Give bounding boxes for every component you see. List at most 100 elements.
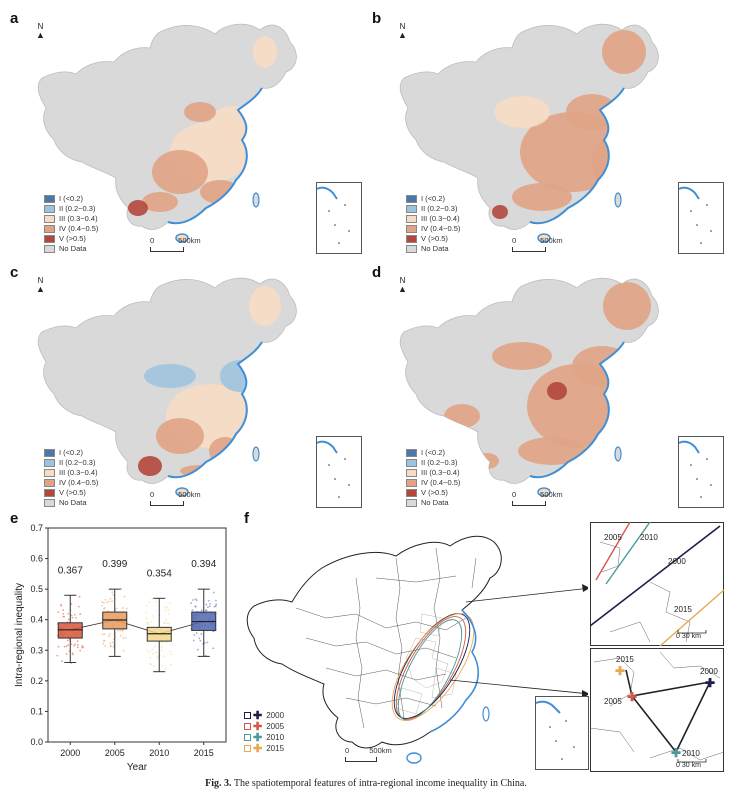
data-point	[193, 634, 196, 636]
data-point	[169, 602, 172, 604]
legend-row: IV (0.4~0.5)	[44, 224, 98, 234]
data-point	[169, 663, 172, 666]
data-point	[203, 641, 206, 644]
legend-swatch	[44, 489, 55, 497]
data-point	[168, 612, 170, 615]
map-legend: I (<0.2) II (0.2~0.3) III (0.3~0.4) IV (0.4…	[406, 448, 460, 508]
data-point	[62, 609, 65, 612]
china-map-c	[37, 277, 297, 497]
hainan-island	[175, 233, 189, 243]
data-point	[71, 616, 74, 619]
x-tick-label: 2015	[194, 748, 214, 758]
y-axis-label: Intra-regional inequality	[14, 583, 25, 687]
data-point	[161, 649, 163, 652]
data-point	[198, 637, 201, 640]
y-tick-label: 0.3	[30, 645, 43, 655]
hainan-island	[537, 487, 551, 497]
data-point	[76, 646, 79, 649]
data-point	[112, 645, 115, 648]
data-point	[101, 601, 104, 604]
legend-swatch	[406, 499, 417, 507]
data-point	[212, 647, 215, 650]
china-map-d	[399, 277, 659, 497]
data-point	[101, 604, 103, 607]
legend-box-2015	[244, 745, 251, 752]
data-point	[81, 644, 83, 647]
median-value-label: 0.367	[58, 565, 83, 576]
choropleth-map-panel-c: c N ▲ I (<0.2) II (0.2~0.3) III (0.3~0.4) IV (…	[6, 262, 362, 512]
zoom-label: 2005	[604, 697, 622, 706]
legend-box-2000	[244, 712, 251, 719]
box-2000	[57, 622, 83, 639]
legend-swatch	[406, 479, 417, 487]
data-point	[67, 618, 70, 621]
cross-icon: ✚	[253, 720, 263, 733]
scale-bar: 0 500km	[512, 236, 563, 252]
legend-label: II (0.2~0.3)	[59, 458, 96, 467]
north-arrow-icon: N ▲	[36, 22, 45, 40]
region-patch	[209, 437, 241, 465]
data-point	[168, 622, 171, 625]
choropleth-map-panel-b: b N ▲ I (<0.2) II (0.2~0.3) III (0.3~0.4) IV (…	[368, 8, 724, 258]
data-point	[115, 607, 118, 610]
data-point	[61, 660, 63, 663]
data-point	[103, 601, 105, 604]
figure-number: Fig. 3.	[205, 778, 232, 789]
legend-label: III (0.3~0.4)	[59, 214, 98, 223]
hainan-island	[537, 233, 551, 243]
south-china-sea-inset	[678, 182, 724, 254]
y-tick-label: 0.7	[30, 523, 43, 533]
y-tick-label: 0.6	[30, 554, 43, 564]
legend-row: No Data	[44, 498, 98, 508]
legend-row: I (<0.2)	[406, 448, 460, 458]
region-patch	[566, 94, 618, 130]
data-point	[103, 639, 106, 642]
median-trend-line	[70, 619, 204, 635]
data-point	[200, 609, 203, 612]
legend-swatch	[44, 205, 55, 213]
map-legend: I (<0.2) II (0.2~0.3) III (0.3~0.4) IV (0.4…	[406, 194, 460, 254]
data-point	[112, 641, 114, 644]
data-point	[200, 633, 203, 635]
legend-year: 2010	[266, 733, 285, 742]
scale-zero: 0	[150, 236, 155, 245]
data-point	[208, 605, 211, 608]
data-point	[215, 603, 218, 606]
legend-swatch	[406, 245, 417, 253]
data-point	[163, 655, 166, 658]
scale-distance: 500km	[540, 236, 563, 245]
coastline	[529, 341, 625, 479]
data-point	[119, 629, 122, 632]
region-patch	[444, 404, 480, 428]
data-point	[212, 630, 215, 633]
data-point	[214, 605, 217, 607]
cross-icon-2005: ✚	[627, 690, 637, 704]
zoom-label: 2015	[674, 605, 692, 614]
data-point	[112, 638, 115, 640]
legend-swatch	[406, 489, 417, 497]
data-point	[63, 645, 66, 648]
data-point	[195, 632, 198, 634]
legend-label: III (0.3~0.4)	[59, 468, 98, 477]
data-point	[191, 609, 194, 612]
legend-swatch	[44, 245, 55, 253]
legend-year: 2015	[266, 744, 285, 753]
coastline	[167, 87, 263, 225]
legend-label: No Data	[59, 498, 87, 507]
data-point	[56, 654, 59, 657]
data-point	[124, 636, 127, 639]
legend-label: II (0.2~0.3)	[59, 204, 96, 213]
data-point	[81, 646, 84, 649]
cross-icon: ✚	[253, 742, 263, 755]
data-point	[145, 611, 148, 614]
scale-zero: 0	[345, 746, 350, 755]
legend-label: II (0.2~0.3)	[421, 458, 458, 467]
cross-icon-2010: ✚	[671, 746, 681, 760]
data-point	[156, 655, 159, 658]
legend-label: No Data	[59, 244, 87, 253]
data-point	[121, 629, 123, 632]
legend-swatch	[406, 449, 417, 457]
cross-icon: ✚	[253, 709, 263, 722]
data-point	[150, 663, 152, 666]
